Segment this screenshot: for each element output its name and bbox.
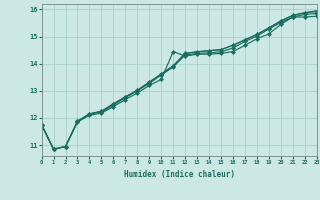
X-axis label: Humidex (Indice chaleur): Humidex (Indice chaleur) bbox=[124, 170, 235, 179]
